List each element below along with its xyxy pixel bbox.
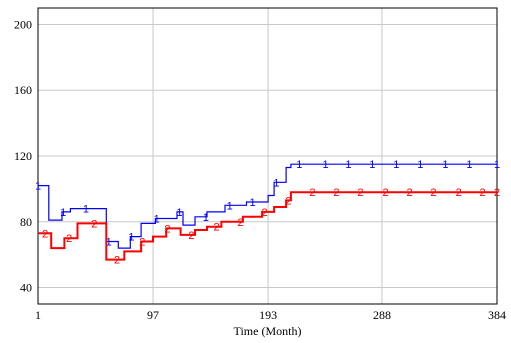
- series-point-marker: 2: [214, 222, 220, 234]
- plot-frame: [37, 7, 498, 305]
- series-point-marker: 2: [261, 207, 267, 219]
- x-tick-label: 1: [35, 308, 41, 322]
- y-tick-label: 160: [14, 83, 32, 97]
- series-point-marker: 1: [106, 237, 112, 249]
- y-tick-label: 80: [20, 215, 32, 229]
- series-point-marker: 1: [273, 177, 279, 189]
- series-point-marker: 1: [128, 232, 134, 244]
- series-point-marker: 1: [227, 200, 233, 212]
- series-point-marker: 1: [323, 159, 329, 171]
- y-tick-label: 120: [14, 149, 32, 163]
- series-point-marker: 2: [66, 233, 72, 245]
- series-point-marker: 2: [237, 217, 243, 229]
- series-line-2: [38, 191, 497, 261]
- series-point-marker: 2: [456, 187, 462, 199]
- series-point-marker: 1: [466, 159, 472, 171]
- series-point-marker: 2: [285, 195, 291, 207]
- series-1: 1 1 1 1 1 1 1 1 1 1 1 1 1 1 1 1 1 1 1 1: [35, 159, 500, 249]
- series-point-marker: 2: [309, 187, 315, 199]
- series-point-marker: 2: [91, 218, 97, 230]
- x-tick-label: 97: [147, 308, 159, 322]
- series-point-marker: 2: [382, 187, 388, 199]
- series-point-marker: 1: [494, 159, 500, 171]
- series-point-marker: 1: [60, 207, 66, 219]
- series-point-marker: 1: [203, 212, 209, 224]
- series-point-marker: 2: [406, 187, 412, 199]
- series-point-marker: 2: [430, 187, 436, 199]
- series-point-marker: 1: [417, 159, 423, 171]
- x-axis-title: Time (Month): [234, 324, 302, 338]
- series-point-marker: 2: [480, 187, 486, 199]
- series-point-marker: 1: [393, 159, 399, 171]
- y-tick-label: 40: [20, 281, 32, 295]
- series-point-marker: 1: [369, 159, 375, 171]
- series-point-marker: 1: [154, 213, 160, 225]
- series-point-marker: 1: [35, 181, 41, 193]
- series-point-marker: 1: [83, 204, 89, 216]
- series-point-marker: 2: [164, 223, 170, 235]
- series-point-marker: 2: [188, 230, 194, 242]
- series-line-1: [38, 163, 497, 249]
- x-tick-label: 384: [488, 308, 506, 322]
- grid-lines: [38, 8, 497, 304]
- series-point-marker: 2: [42, 228, 48, 240]
- series-point-marker: 2: [494, 187, 500, 199]
- series-point-marker: 2: [357, 187, 363, 199]
- series-point-marker: 2: [333, 187, 339, 199]
- series-point-marker: 2: [114, 255, 120, 267]
- tick-labels: 1 97 193 288 384 40 80 120 160 200: [14, 17, 506, 322]
- series-point-marker: 1: [442, 159, 448, 171]
- x-tick-label: 193: [259, 308, 277, 322]
- series-point-marker: 1: [176, 207, 182, 219]
- series-point-marker: 1: [345, 159, 351, 171]
- series-point-marker: 2: [139, 237, 145, 249]
- series-point-marker: 1: [296, 159, 302, 171]
- y-tick-label: 200: [14, 17, 32, 31]
- series-point-marker: 1: [249, 197, 255, 209]
- x-tick-label: 288: [373, 308, 391, 322]
